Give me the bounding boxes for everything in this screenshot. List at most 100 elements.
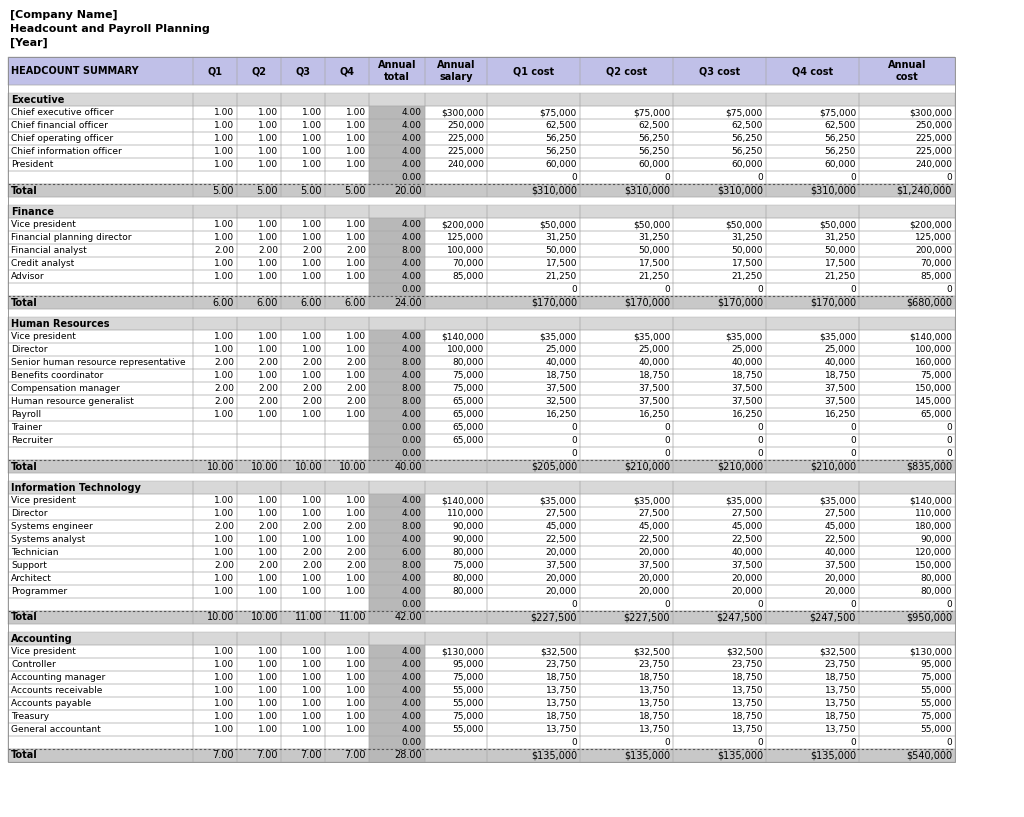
Bar [673, 697, 766, 710]
Bar [859, 520, 955, 533]
Bar [281, 749, 325, 762]
Bar [8, 197, 955, 205]
Text: Total: Total [11, 297, 38, 307]
Bar [369, 434, 425, 447]
Text: 240,000: 240,000 [915, 160, 952, 169]
Bar [193, 749, 237, 762]
Bar [325, 481, 369, 494]
Bar [325, 283, 369, 296]
Bar [859, 231, 955, 244]
Bar [8, 481, 193, 494]
Text: 21,250: 21,250 [732, 272, 763, 281]
Bar [281, 736, 325, 749]
Text: Treasury: Treasury [11, 712, 49, 721]
Bar [580, 645, 673, 658]
Bar [369, 395, 425, 408]
Bar [325, 434, 369, 447]
Bar [8, 145, 193, 158]
Bar [859, 218, 955, 231]
Bar [281, 244, 325, 257]
Text: 10.00: 10.00 [251, 613, 278, 623]
Text: Vice president: Vice president [11, 332, 76, 341]
Bar [281, 507, 325, 520]
Text: 1.00: 1.00 [346, 535, 366, 544]
Bar [487, 533, 580, 546]
Bar [766, 710, 859, 723]
Text: 13,750: 13,750 [546, 725, 577, 734]
Bar [487, 598, 580, 611]
Bar [766, 218, 859, 231]
Bar [325, 270, 369, 283]
Bar [580, 632, 673, 645]
Bar [580, 145, 673, 158]
Bar [369, 119, 425, 132]
Text: $35,000: $35,000 [726, 496, 763, 505]
Bar [425, 494, 487, 507]
Bar [859, 749, 955, 762]
Bar [281, 671, 325, 684]
Bar [193, 257, 237, 270]
Bar [193, 710, 237, 723]
Bar [766, 749, 859, 762]
Text: $835,000: $835,000 [906, 462, 952, 471]
Bar [369, 533, 425, 546]
Text: 20,000: 20,000 [546, 587, 577, 596]
Bar [425, 106, 487, 119]
Bar [8, 283, 193, 296]
Bar [8, 572, 193, 585]
Bar [369, 408, 425, 421]
Bar [193, 421, 237, 434]
Bar [325, 369, 369, 382]
Bar [487, 723, 580, 736]
Bar [859, 119, 955, 132]
Bar [487, 106, 580, 119]
Bar [281, 697, 325, 710]
Bar [193, 460, 237, 473]
Text: 75,000: 75,000 [453, 371, 484, 380]
Bar [580, 736, 673, 749]
Bar [193, 395, 237, 408]
Bar [580, 369, 673, 382]
Text: 0: 0 [850, 449, 856, 458]
Bar [325, 158, 369, 171]
Bar [673, 533, 766, 546]
Text: 1.00: 1.00 [258, 712, 278, 721]
Text: 16,250: 16,250 [731, 410, 763, 419]
Bar [673, 408, 766, 421]
Bar [281, 231, 325, 244]
Bar [8, 447, 193, 460]
Bar [237, 343, 281, 356]
Bar [425, 244, 487, 257]
Bar [325, 585, 369, 598]
Bar [193, 106, 237, 119]
Bar [8, 382, 193, 395]
Bar [580, 645, 673, 658]
Bar [193, 184, 237, 197]
Bar [766, 645, 859, 658]
Bar [859, 533, 955, 546]
Bar [580, 244, 673, 257]
Text: 13,750: 13,750 [824, 699, 856, 708]
Text: 1.00: 1.00 [214, 233, 234, 242]
Bar [673, 421, 766, 434]
Bar [673, 244, 766, 257]
Bar [369, 723, 425, 736]
Bar [237, 296, 281, 309]
Bar [281, 749, 325, 762]
Text: 150,000: 150,000 [914, 561, 952, 570]
Bar [766, 546, 859, 559]
Text: 1.00: 1.00 [302, 574, 322, 583]
Bar [237, 343, 281, 356]
Bar [8, 244, 193, 257]
Bar [580, 231, 673, 244]
Text: $35,000: $35,000 [540, 496, 577, 505]
Bar [193, 93, 237, 106]
Bar [425, 257, 487, 270]
Bar [281, 572, 325, 585]
Bar [859, 408, 955, 421]
Text: Human Resources: Human Resources [11, 319, 110, 328]
Bar [673, 697, 766, 710]
Text: 17,500: 17,500 [824, 259, 856, 268]
Bar [673, 408, 766, 421]
Bar [673, 546, 766, 559]
